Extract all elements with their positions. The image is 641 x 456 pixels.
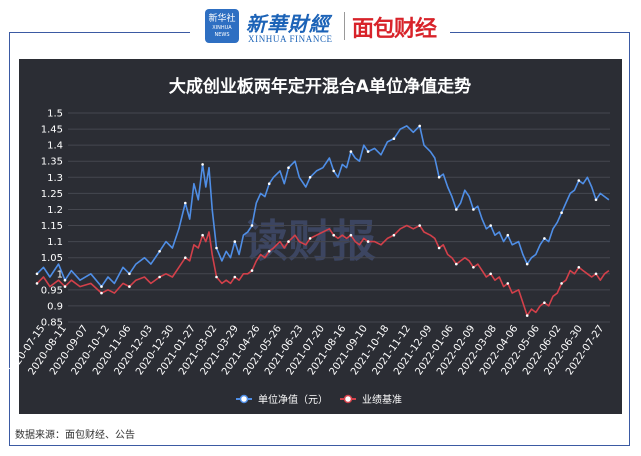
- data-point: [489, 272, 493, 276]
- data-point: [100, 291, 103, 295]
- data-point: [543, 237, 546, 240]
- data-point: [366, 150, 370, 153]
- data-point: [128, 285, 131, 288]
- y-axis: 0.85 0.9 0.95 1 1.05 1.1 1.15 1.2 1.25 1.3 1.35 1.4…: [41, 109, 610, 329]
- y-tick-label: 1.3: [47, 173, 63, 184]
- data-point: [35, 282, 39, 285]
- x-axis: 2020-07-152020-08-112020-09-072020-10-12…: [5, 323, 606, 377]
- data-source-note: 数据来源：面包财经、公告: [15, 430, 135, 441]
- data-point: [267, 250, 271, 253]
- data-point: [392, 137, 396, 140]
- data-point: [250, 224, 254, 227]
- xinhua-logo: 新华社 XINHUA NEWS: [205, 9, 239, 43]
- data-point: [233, 240, 237, 243]
- data-point: [506, 233, 510, 237]
- data-point: [472, 208, 475, 211]
- data-point: [594, 198, 598, 202]
- legend-nav-marker: [239, 394, 249, 404]
- data-point: [506, 282, 510, 285]
- data-point: [472, 266, 475, 269]
- y-tick-label: 0.95: [41, 285, 63, 296]
- y-tick-label: 0.85: [41, 318, 63, 329]
- data-point: [184, 256, 187, 260]
- data-point: [349, 233, 353, 237]
- data-point: [308, 237, 312, 240]
- legend-benchmark-label: 业绩基准: [362, 393, 402, 406]
- data-point: [308, 176, 312, 179]
- benchmark-series-line: [36, 224, 610, 317]
- xinhua-finance-brand: 新華財經: [246, 12, 330, 36]
- data-point: [201, 163, 204, 166]
- data-point: [455, 208, 458, 211]
- chart-title: 大成创业板两年定开混合A单位净值走势: [169, 76, 471, 97]
- data-point: [543, 301, 546, 305]
- data-point: [437, 246, 441, 250]
- data-point: [525, 262, 529, 266]
- data-point: [489, 224, 493, 227]
- data-point: [366, 240, 370, 243]
- data-point: [287, 240, 290, 243]
- y-tick-label: 1.1: [47, 237, 63, 248]
- nav-series-line: [36, 125, 610, 288]
- data-point: [577, 266, 581, 269]
- frame-gap: [190, 26, 450, 40]
- legend-benchmark-marker: [343, 394, 353, 404]
- legend-nav-label: 单位净值（元）: [258, 393, 328, 406]
- chart-background: [19, 59, 622, 414]
- y-tick-label: 1: [57, 269, 63, 280]
- data-point: [287, 166, 290, 169]
- y-tick-label: 1.05: [41, 253, 63, 264]
- data-point: [63, 278, 67, 282]
- logo-text-bottom: XINHUA NEWS: [212, 24, 232, 38]
- series-lines: [35, 124, 610, 317]
- data-point: [128, 272, 131, 276]
- mianbao-brand: 面包财经: [352, 17, 437, 42]
- y-tick-label: 1.25: [41, 189, 63, 200]
- data-point: [560, 282, 563, 285]
- data-point: [332, 233, 336, 237]
- y-tick-label: 0.9: [47, 301, 63, 312]
- data-point: [437, 176, 441, 179]
- legend: 单位净值（元） 业绩基准: [236, 393, 402, 406]
- data-point: [525, 314, 529, 317]
- xinhua-finance-en: XINHUA FINANCE: [248, 34, 333, 44]
- data-point: [560, 211, 563, 214]
- data-point: [215, 246, 218, 250]
- y-tick-label: 1.2: [47, 205, 63, 216]
- data-point: [418, 124, 422, 128]
- data-point: [267, 182, 271, 185]
- data-point: [100, 285, 103, 288]
- data-point: [158, 275, 161, 279]
- y-tick-label: 1.4: [47, 141, 63, 152]
- logo-text-top: 新华社: [208, 13, 236, 24]
- data-point: [201, 233, 204, 237]
- y-tick-label: 1.45: [41, 125, 63, 136]
- y-tick-label: 1.5: [47, 109, 63, 120]
- data-point: [418, 224, 422, 227]
- data-point: [250, 269, 254, 272]
- data-point: [233, 275, 237, 279]
- data-point: [594, 272, 598, 276]
- data-point: [215, 275, 218, 279]
- data-point: [332, 169, 336, 173]
- brand-separator: [344, 12, 345, 40]
- data-point: [184, 201, 187, 205]
- data-point: [392, 233, 396, 237]
- data-point: [35, 272, 39, 276]
- y-tick-label: 1.15: [41, 221, 63, 232]
- data-point: [158, 250, 161, 253]
- data-point: [349, 150, 353, 153]
- data-point: [455, 262, 458, 266]
- y-tick-label: 1.35: [41, 157, 63, 168]
- data-point: [63, 285, 67, 288]
- data-point: [577, 179, 581, 182]
